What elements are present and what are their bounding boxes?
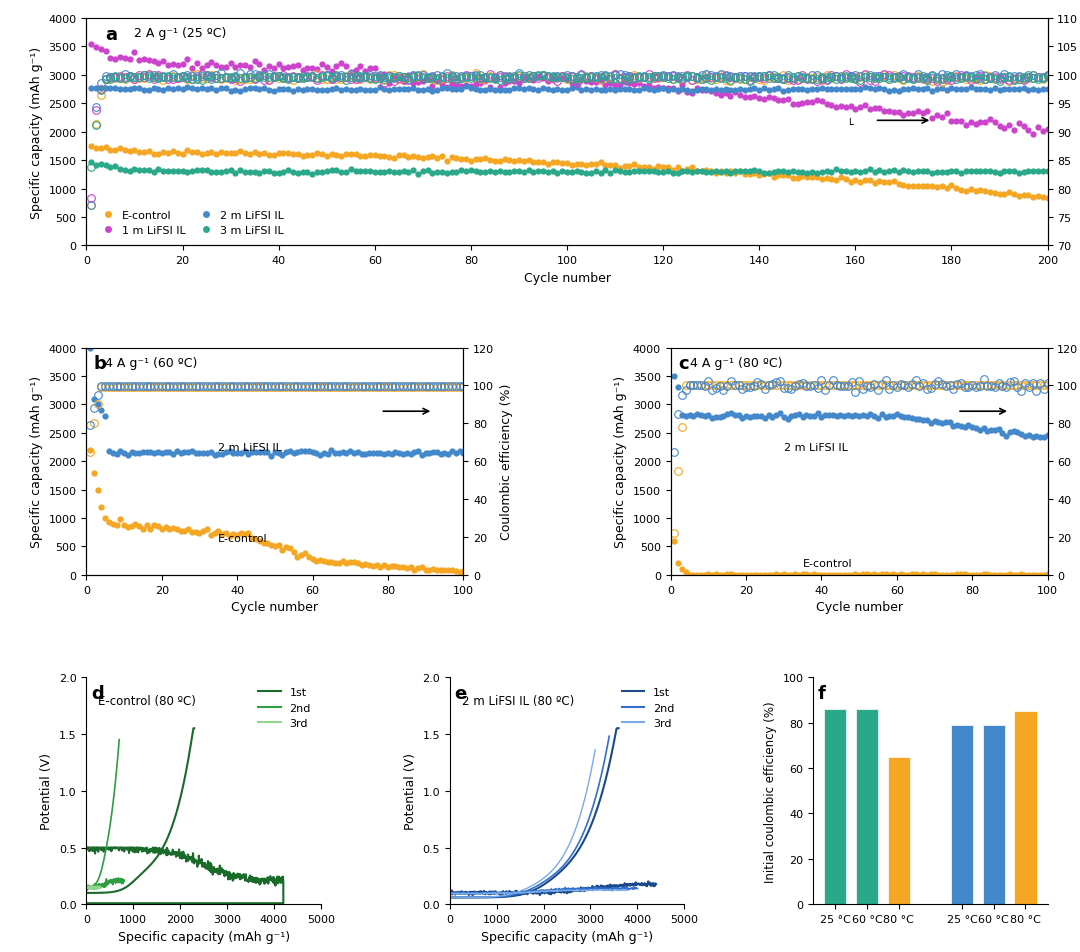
X-axis label: Cycle number: Cycle number xyxy=(815,601,903,613)
Text: b: b xyxy=(94,355,107,373)
Text: E-control (80 ºC): E-control (80 ºC) xyxy=(98,695,195,707)
E-control xyxy=(1041,193,1054,205)
2 m LiFSI IL xyxy=(123,84,136,95)
Y-axis label: Specific capacity (mAh g⁻¹): Specific capacity (mAh g⁻¹) xyxy=(30,47,43,219)
3 m LiFSI IL xyxy=(123,167,136,178)
3 m LiFSI IL xyxy=(84,157,97,169)
Text: 2 m LiFSI IL: 2 m LiFSI IL xyxy=(218,443,282,452)
E-control xyxy=(994,189,1007,201)
Text: └: └ xyxy=(846,120,852,130)
Text: f: f xyxy=(818,684,826,703)
E-control xyxy=(262,150,275,162)
1 m LiFSI IL xyxy=(1041,124,1054,135)
1 m LiFSI IL xyxy=(959,121,972,132)
3 m LiFSI IL xyxy=(964,166,977,177)
Text: E-control: E-control xyxy=(802,558,852,568)
Legend: 1st, 2nd, 3rd: 1st, 2nd, 3rd xyxy=(254,683,315,733)
Bar xyxy=(1014,711,1037,904)
2 m LiFSI IL xyxy=(777,87,789,98)
Text: e: e xyxy=(455,684,467,703)
1 m LiFSI IL xyxy=(143,55,156,67)
X-axis label: Cycle number: Cycle number xyxy=(524,271,610,285)
1 m LiFSI IL xyxy=(339,61,352,72)
2 m LiFSI IL xyxy=(969,84,982,95)
Y-axis label: Potential (V): Potential (V) xyxy=(404,752,417,829)
Bar xyxy=(824,709,847,904)
E-control xyxy=(339,149,352,161)
2 m LiFSI IL xyxy=(84,84,97,95)
2 m LiFSI IL xyxy=(339,84,352,95)
Legend: E-control, 1 m LiFSI IL, 2 m LiFSI IL, 3 m LiFSI IL: E-control, 1 m LiFSI IL, 2 m LiFSI IL, 3… xyxy=(92,206,288,241)
1 m LiFSI IL xyxy=(84,39,97,50)
Text: c: c xyxy=(678,355,689,373)
Text: a: a xyxy=(106,26,118,44)
Y-axis label: Initial coulombic efficiency (%): Initial coulombic efficiency (%) xyxy=(764,700,777,882)
X-axis label: Cycle number: Cycle number xyxy=(231,601,319,613)
Bar xyxy=(856,709,878,904)
X-axis label: Specific capacity (mAh g⁻¹): Specific capacity (mAh g⁻¹) xyxy=(481,930,653,942)
Y-axis label: Specific capacity (mAh g⁻¹): Specific capacity (mAh g⁻¹) xyxy=(30,376,43,547)
E-control xyxy=(84,142,97,153)
Text: 4 A g⁻¹ (80 ºC): 4 A g⁻¹ (80 ºC) xyxy=(689,356,782,369)
Y-axis label: Potential (V): Potential (V) xyxy=(40,752,53,829)
3 m LiFSI IL xyxy=(1041,167,1054,178)
2 m LiFSI IL xyxy=(1002,85,1015,96)
3 m LiFSI IL xyxy=(262,167,275,178)
Line: 2 m LiFSI IL: 2 m LiFSI IL xyxy=(89,84,1051,95)
X-axis label: Specific capacity (mAh g⁻¹): Specific capacity (mAh g⁻¹) xyxy=(118,930,289,942)
Text: 2 m LiFSI IL (80 ºC): 2 m LiFSI IL (80 ºC) xyxy=(461,695,573,707)
Line: 3 m LiFSI IL: 3 m LiFSI IL xyxy=(89,159,1051,178)
Bar xyxy=(983,725,1004,904)
Bar xyxy=(951,725,973,904)
Legend: 1st, 2nd, 3rd: 1st, 2nd, 3rd xyxy=(618,683,678,733)
Line: 1 m LiFSI IL: 1 m LiFSI IL xyxy=(89,42,1051,137)
E-control xyxy=(123,147,136,158)
Line: E-control: E-control xyxy=(89,144,1051,202)
2 m LiFSI IL xyxy=(143,86,156,97)
Text: 2 m LiFSI IL: 2 m LiFSI IL xyxy=(784,443,848,452)
Y-axis label: Coulombic efficiency (%): Coulombic efficiency (%) xyxy=(500,384,513,540)
3 m LiFSI IL xyxy=(143,166,156,177)
Text: 2 A g⁻¹ (25 ºC): 2 A g⁻¹ (25 ºC) xyxy=(135,28,227,40)
2 m LiFSI IL xyxy=(262,86,275,97)
1 m LiFSI IL xyxy=(123,54,136,66)
Bar xyxy=(888,757,909,904)
Text: d: d xyxy=(91,684,104,703)
1 m LiFSI IL xyxy=(262,61,275,72)
Text: E-control: E-control xyxy=(218,533,268,544)
2 m LiFSI IL xyxy=(1041,84,1054,95)
Text: 4 A g⁻¹ (60 ºC): 4 A g⁻¹ (60 ºC) xyxy=(105,356,198,369)
2 m LiFSI IL xyxy=(460,82,473,93)
1 m LiFSI IL xyxy=(1027,129,1040,140)
3 m LiFSI IL xyxy=(306,169,319,180)
Y-axis label: Specific capacity (mAh g⁻¹): Specific capacity (mAh g⁻¹) xyxy=(615,376,627,547)
3 m LiFSI IL xyxy=(345,165,357,176)
E-control xyxy=(143,147,156,158)
3 m LiFSI IL xyxy=(998,167,1011,178)
E-control xyxy=(959,186,972,197)
1 m LiFSI IL xyxy=(994,122,1007,133)
